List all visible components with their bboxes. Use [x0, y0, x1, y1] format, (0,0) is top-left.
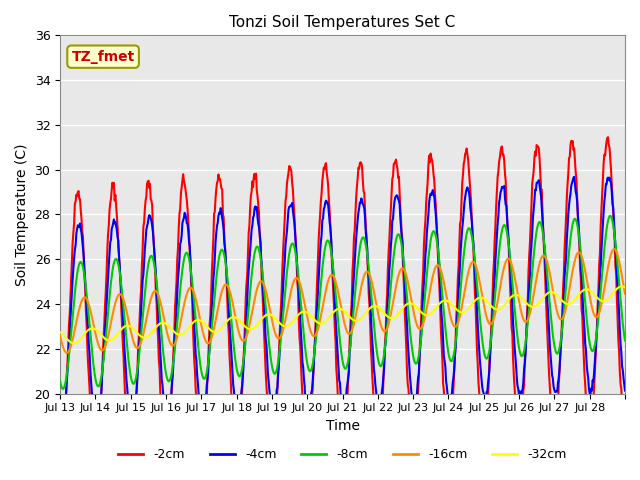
Y-axis label: Soil Temperature (C): Soil Temperature (C) [15, 143, 29, 286]
Text: TZ_fmet: TZ_fmet [72, 49, 134, 64]
Legend: -2cm, -4cm, -8cm, -16cm, -32cm: -2cm, -4cm, -8cm, -16cm, -32cm [113, 443, 572, 466]
Title: Tonzi Soil Temperatures Set C: Tonzi Soil Temperatures Set C [230, 15, 456, 30]
X-axis label: Time: Time [326, 419, 360, 433]
